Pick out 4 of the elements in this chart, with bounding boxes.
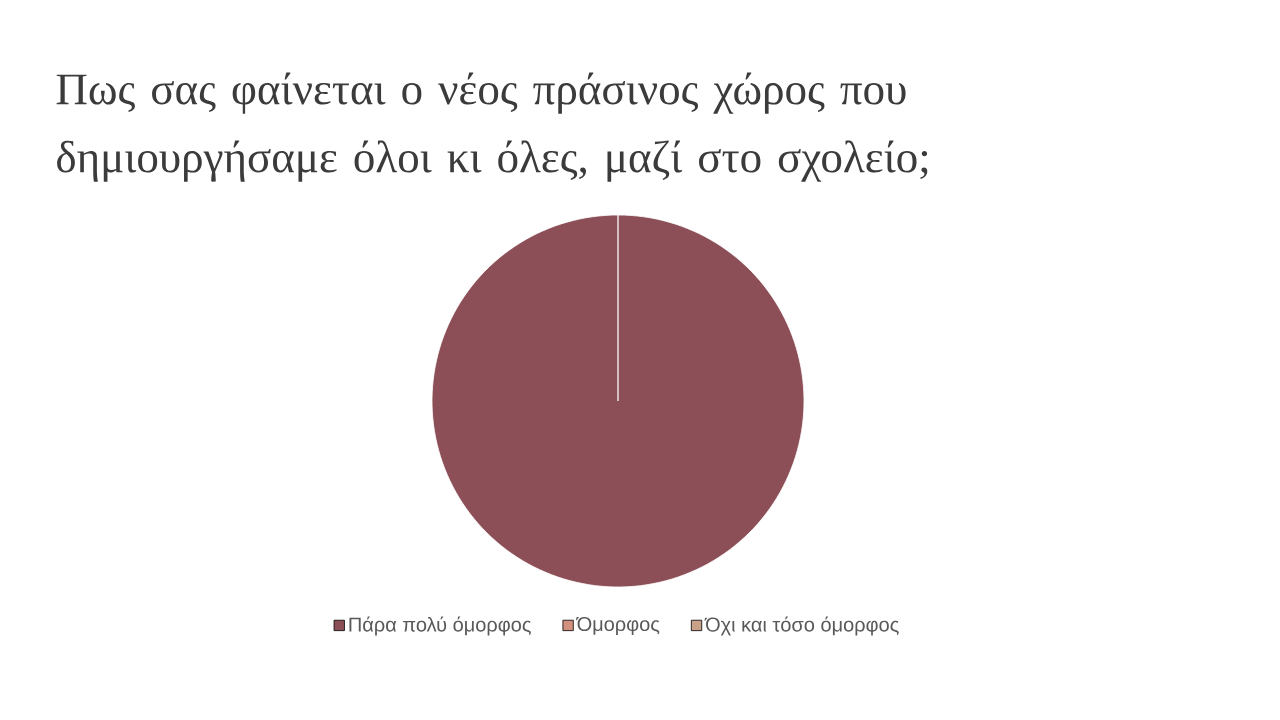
legend-label: Όμορφος <box>576 616 660 636</box>
legend-label: Πάρα πολύ όμορφος <box>349 616 531 636</box>
chart-title: Πως σας φαίνεται ο νέος πράσινος χώρος που δημιουργήσαμε όλοι κι όλες, μαζί στο σχολείο; <box>56 72 928 182</box>
legend-label: Όχι και τόσο όμορφος <box>704 616 899 636</box>
